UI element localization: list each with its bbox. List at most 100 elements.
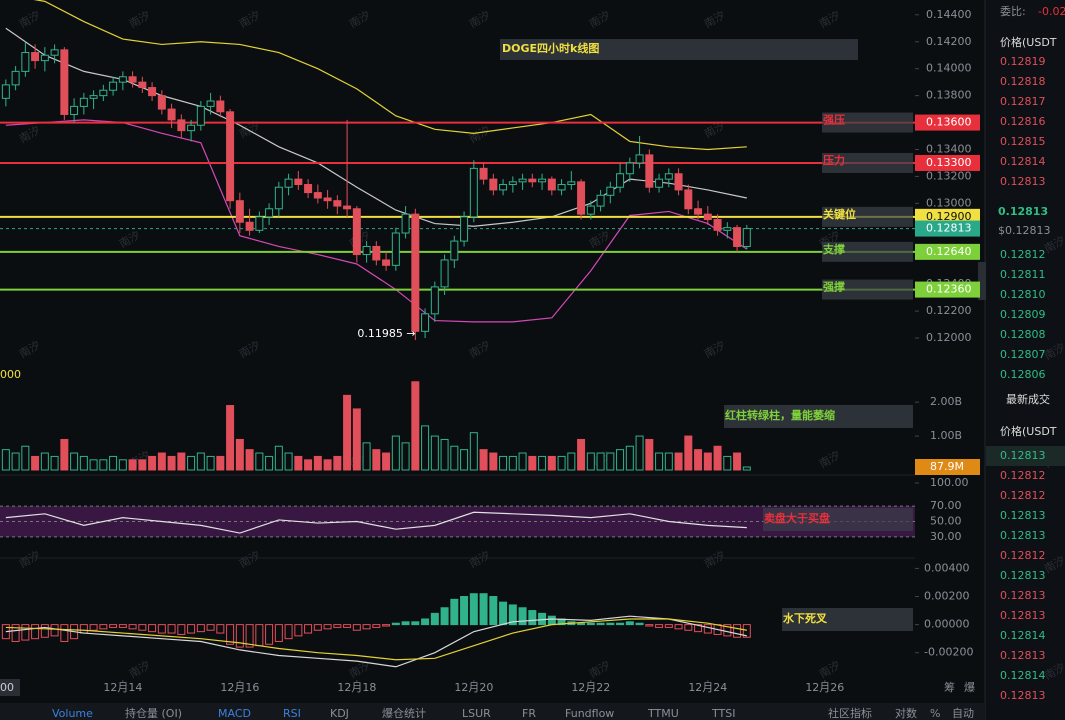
macd-bar — [79, 624, 88, 634]
macd-bar — [109, 624, 118, 628]
indicator-tab[interactable]: FR — [522, 707, 536, 720]
tool-tab[interactable]: 社区指标 — [828, 706, 872, 720]
indicator-tab[interactable]: LSUR — [462, 707, 491, 720]
volume-note: 红柱转绿柱，量能萎缩 — [725, 408, 835, 422]
indicator-tab[interactable]: 爆仓统计 — [382, 706, 426, 720]
y-tick-label: 0.13000 — [926, 196, 972, 209]
volume-bar — [304, 459, 313, 471]
level-name: 强压 — [823, 113, 845, 127]
volume-bar — [50, 455, 59, 471]
bid-price: 0.12807 — [1000, 348, 1046, 361]
candle-body — [11, 70, 20, 86]
macd-bar — [547, 615, 556, 626]
volume-bar — [703, 452, 712, 471]
macd-bar — [460, 596, 469, 626]
candle-body — [21, 52, 30, 72]
volume-bar — [167, 455, 176, 471]
tool-tab[interactable]: 自动 — [952, 707, 974, 720]
indicator-tab[interactable]: KDJ — [330, 707, 349, 720]
macd-bar — [11, 624, 20, 642]
tool-tab[interactable]: 对数 — [895, 706, 917, 720]
macd-bar — [118, 624, 127, 628]
chart-title: DOGE四小时k线图 — [502, 41, 599, 55]
macd-bar — [577, 622, 586, 626]
candle-body — [226, 111, 235, 202]
indicator-tab[interactable]: RSI — [283, 707, 301, 720]
indicator-tab[interactable]: Fundflow — [565, 707, 614, 720]
candle-body — [411, 213, 420, 332]
candle-body — [508, 181, 517, 186]
indicator-tab[interactable]: TTSI — [711, 707, 735, 720]
volume-bar — [235, 438, 244, 471]
macd-bar — [284, 624, 293, 640]
band-upper — [33, 0, 747, 151]
candle-body — [528, 178, 537, 183]
volume-bar — [586, 452, 595, 471]
volume-bar — [187, 455, 196, 471]
volume-bar — [625, 445, 634, 471]
rsi-tick-label: 70.00 — [930, 499, 962, 512]
volume-bar — [606, 452, 615, 471]
candle-body — [440, 259, 449, 288]
volume-bar — [31, 455, 40, 471]
candle-body — [206, 100, 215, 107]
tab-bar — [0, 703, 985, 720]
candle-body — [645, 154, 654, 188]
trades-header: 价格(USDT — [1000, 424, 1057, 438]
volume-bar — [479, 449, 488, 471]
volume-note-box — [724, 405, 913, 428]
volume-bar — [79, 455, 88, 471]
indicator-tab[interactable]: 持仓量 (OI) — [125, 706, 182, 720]
candle-body — [362, 245, 371, 256]
title-box — [500, 39, 858, 60]
bid-price: 0.12812 — [1000, 248, 1046, 261]
volume-bar — [440, 438, 449, 471]
candle-body — [557, 184, 566, 191]
macd-note-box — [782, 608, 913, 631]
tool-tab[interactable]: % — [930, 707, 940, 720]
candle-body — [89, 95, 98, 99]
candle-body — [50, 49, 59, 56]
trade-price: 0.12813 — [1000, 449, 1046, 462]
macd-bar — [343, 624, 352, 628]
macd-dea — [5, 618, 747, 661]
indicator-tab[interactable]: TTMU — [647, 707, 679, 720]
level-name: 支撑 — [822, 242, 845, 256]
trade-price: 0.12813 — [1000, 609, 1046, 622]
trade-price: 0.12813 — [1000, 649, 1046, 662]
panel-handle[interactable] — [978, 262, 986, 300]
volume-bar — [742, 466, 751, 471]
macd-bar — [128, 624, 137, 630]
y-tick-label: 0.13800 — [926, 89, 972, 102]
last-price-tag — [915, 220, 980, 237]
macd-bar — [723, 624, 732, 637]
volume-bar — [109, 455, 118, 471]
macd-bar — [469, 593, 478, 626]
macd-bar — [391, 622, 400, 626]
macd-bar — [616, 622, 625, 626]
volume-bar — [401, 442, 410, 471]
volume-bar — [489, 452, 498, 471]
candle-body — [128, 76, 137, 83]
volume-bar — [684, 435, 693, 471]
ask-price: 0.12815 — [1000, 135, 1046, 148]
macd-bar — [411, 621, 420, 626]
indicator-tab[interactable]: MACD — [218, 707, 251, 720]
candle-body — [235, 200, 244, 223]
volume-bar — [118, 459, 127, 471]
volume-bar — [138, 459, 147, 471]
volume-bar — [352, 408, 361, 471]
indicator-tab[interactable]: Volume — [52, 707, 93, 720]
trade-price: 0.12813 — [1000, 569, 1046, 582]
candle-body — [382, 259, 391, 266]
rsi-tick-label: 50.00 — [930, 515, 962, 528]
candle-body — [304, 184, 313, 194]
volume-bar — [343, 394, 352, 471]
volume-bar — [362, 442, 371, 471]
macd-bar — [333, 624, 342, 628]
candle-body — [60, 49, 69, 115]
candle-body — [586, 205, 595, 215]
x-tick-label: 12月18 — [337, 681, 376, 694]
level-name: 强撑 — [823, 280, 845, 294]
candle-body — [167, 108, 176, 121]
